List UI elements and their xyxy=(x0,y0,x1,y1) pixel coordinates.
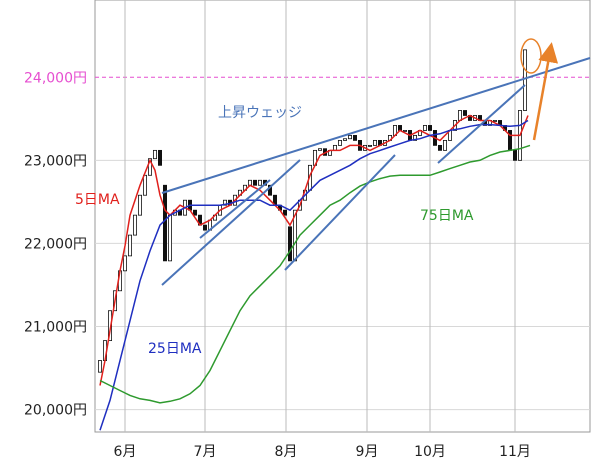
y-tick-label: 22,000円 xyxy=(24,236,87,252)
candle xyxy=(427,125,432,131)
y-tick-label: 20,000円 xyxy=(24,403,87,419)
candle xyxy=(142,174,147,196)
plot-area xyxy=(94,0,591,433)
candle xyxy=(152,149,157,160)
candle xyxy=(257,179,262,186)
candle xyxy=(342,138,347,141)
x-tick-label: 11月 xyxy=(499,444,531,460)
candle xyxy=(98,360,103,373)
candle xyxy=(132,214,137,236)
arrow xyxy=(532,42,559,141)
ma-line xyxy=(99,119,529,431)
candle xyxy=(287,226,292,262)
trend-line xyxy=(161,57,591,194)
candle xyxy=(332,144,337,151)
candle xyxy=(252,179,257,186)
trend-line xyxy=(199,179,271,239)
candle xyxy=(123,255,128,272)
candle xyxy=(437,144,442,151)
candle xyxy=(137,194,142,216)
candle xyxy=(167,214,172,262)
trend-line xyxy=(437,84,526,164)
candle xyxy=(402,130,407,132)
trend-line xyxy=(284,154,396,271)
y-tick-label: 23,000円 xyxy=(24,153,87,169)
x-tick-label: 6月 xyxy=(114,444,137,460)
candle xyxy=(267,184,272,196)
x-tick-label: 9月 xyxy=(356,444,379,460)
y-tick-label: 24,000円 xyxy=(24,70,87,86)
candle xyxy=(422,125,427,131)
x-tick-label: 10月 xyxy=(414,444,446,460)
candle xyxy=(127,234,132,257)
x-tick-label: 7月 xyxy=(194,444,217,460)
series-label: 25日MA xyxy=(148,341,202,357)
candle xyxy=(442,139,447,151)
candle xyxy=(157,149,162,166)
series-label: 5日MA xyxy=(75,192,120,208)
candle xyxy=(222,199,227,206)
candle xyxy=(162,184,167,262)
candle xyxy=(337,139,342,146)
candle xyxy=(202,224,207,231)
candle xyxy=(412,135,417,141)
candle xyxy=(347,135,352,140)
candle xyxy=(457,110,462,121)
candle xyxy=(192,209,197,216)
candle xyxy=(352,135,357,141)
candle xyxy=(282,209,287,216)
candle xyxy=(513,149,518,161)
annotation: 上昇ウェッジ xyxy=(218,105,302,121)
trend-lines xyxy=(161,57,591,286)
y-tick-label: 21,000円 xyxy=(24,319,87,335)
series-label: 75日MA xyxy=(420,208,474,224)
candle xyxy=(317,148,322,151)
candle xyxy=(372,139,377,146)
ma-line xyxy=(99,144,531,404)
candle xyxy=(108,310,113,342)
candle xyxy=(462,110,467,116)
candle xyxy=(523,49,528,111)
x-tick-label: 8月 xyxy=(275,444,298,460)
candle xyxy=(367,144,372,147)
candle xyxy=(492,120,497,122)
ma-line xyxy=(99,114,529,386)
trend-line xyxy=(161,159,301,286)
